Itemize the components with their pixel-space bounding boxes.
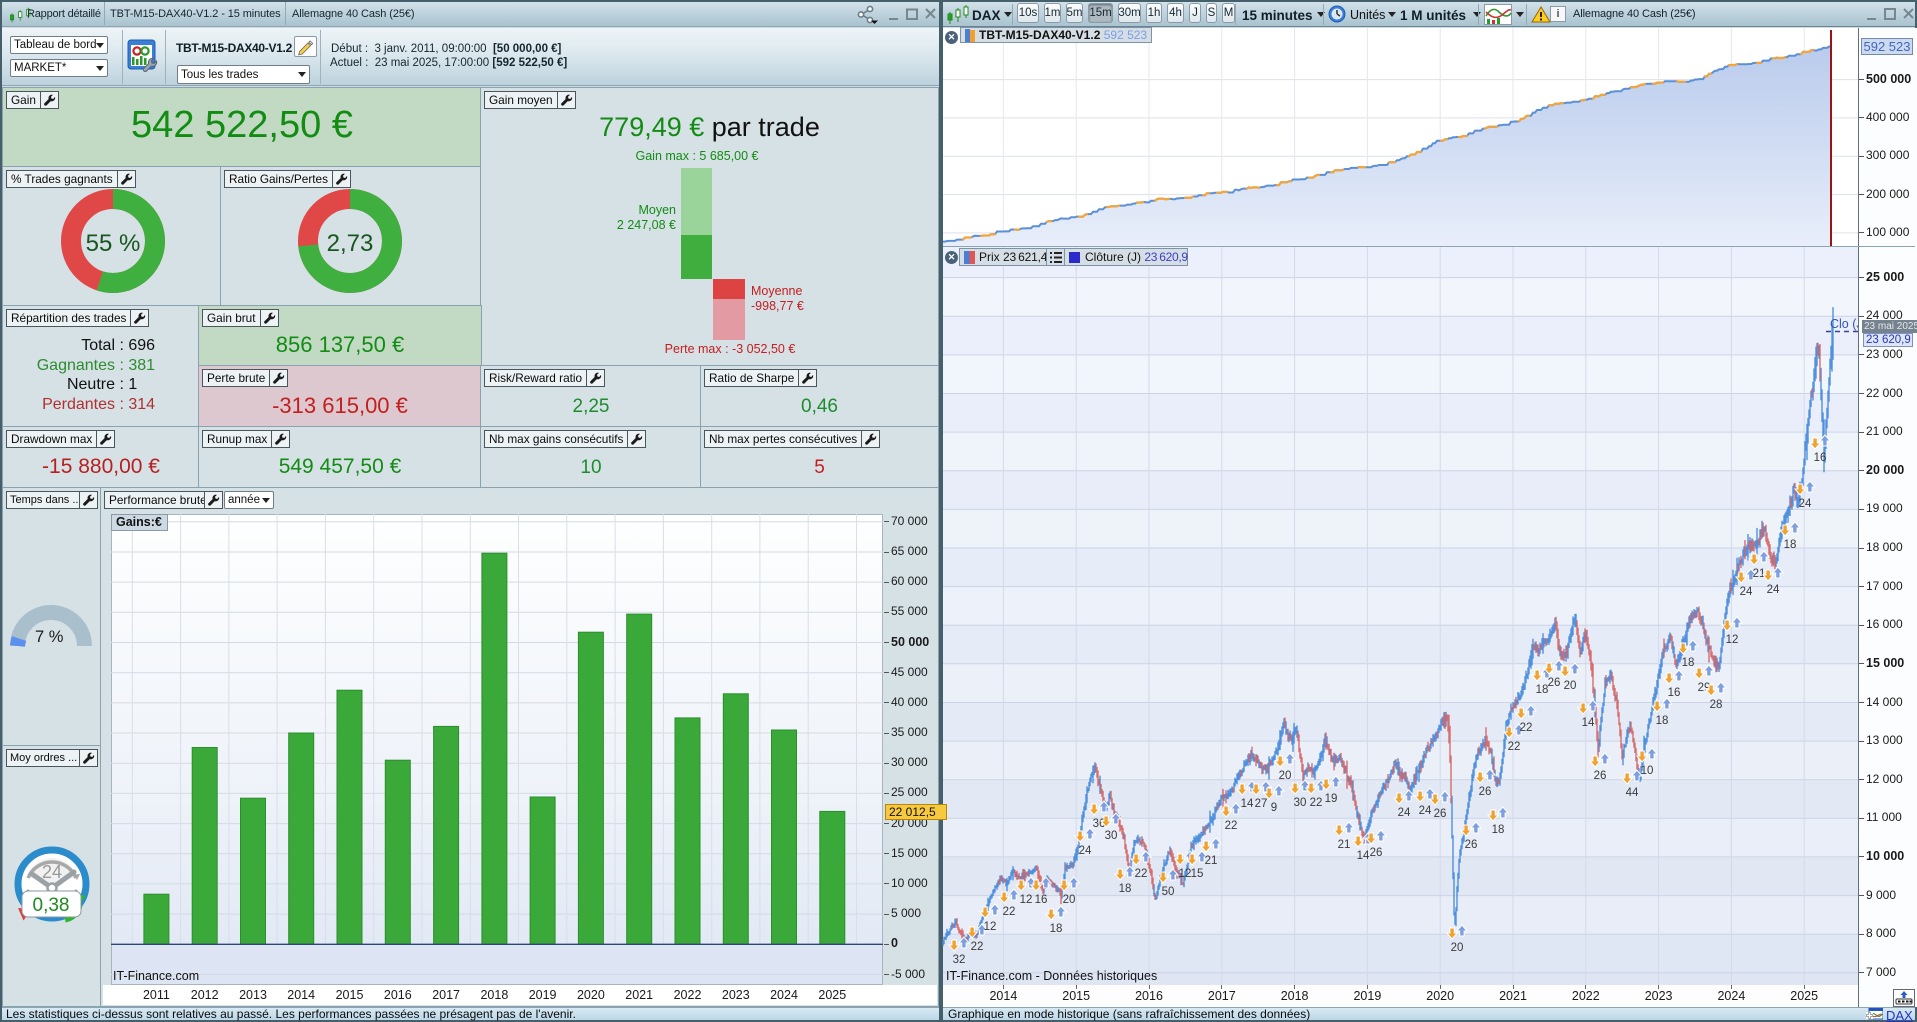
svg-text:24: 24 [42, 862, 62, 882]
svg-text:55 %: 55 % [86, 230, 141, 257]
svg-text:0,38: 0,38 [33, 895, 70, 916]
svg-text:2,73: 2,73 [327, 230, 374, 257]
